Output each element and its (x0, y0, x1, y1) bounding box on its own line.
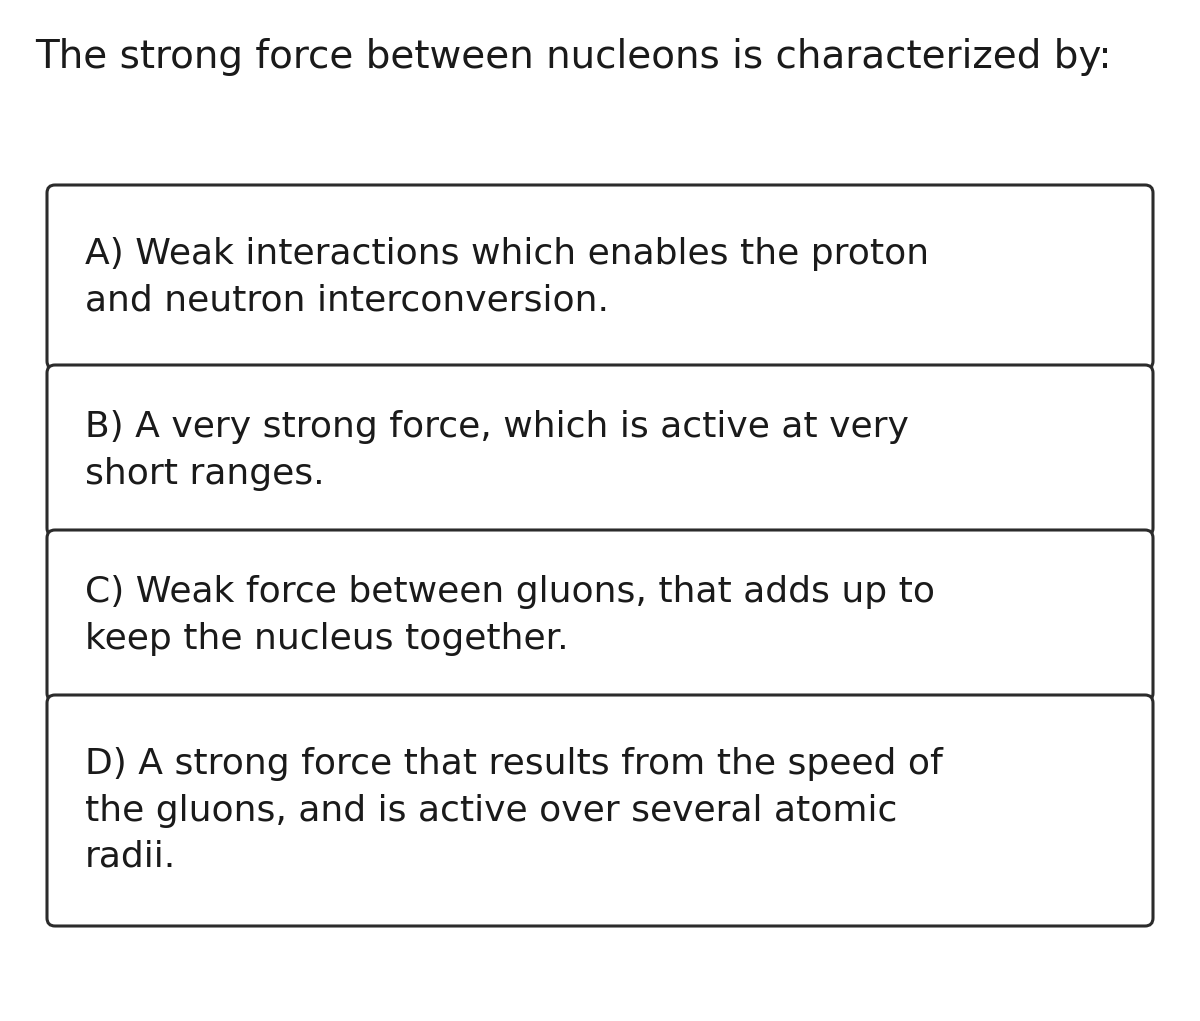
FancyBboxPatch shape (47, 185, 1153, 369)
FancyBboxPatch shape (47, 530, 1153, 701)
Text: C) Weak force between gluons, that adds up to
keep the nucleus together.: C) Weak force between gluons, that adds … (85, 576, 935, 655)
Text: D) A strong force that results from the speed of
the gluons, and is active over : D) A strong force that results from the … (85, 747, 943, 874)
Text: The strong force between nucleons is characterized by:: The strong force between nucleons is cha… (35, 38, 1111, 76)
Text: B) A very strong force, which is active at very
short ranges.: B) A very strong force, which is active … (85, 410, 908, 490)
FancyBboxPatch shape (47, 695, 1153, 926)
Text: A) Weak interactions which enables the proton
and neutron interconversion.: A) Weak interactions which enables the p… (85, 237, 929, 318)
FancyBboxPatch shape (47, 364, 1153, 536)
